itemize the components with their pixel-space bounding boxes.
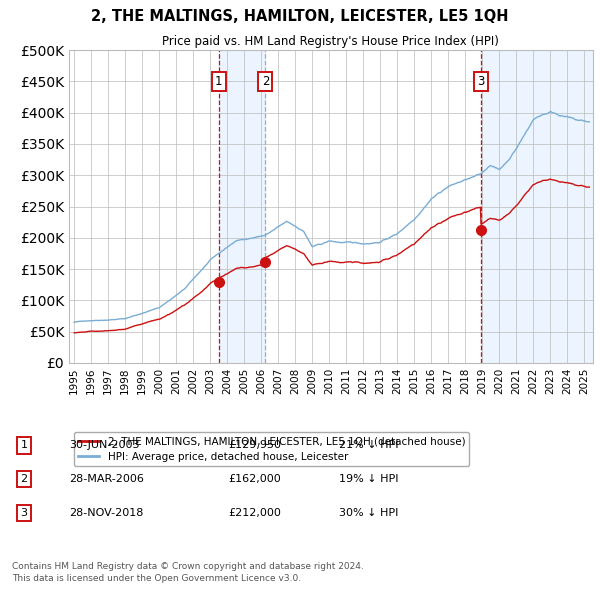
Text: 19% ↓ HPI: 19% ↓ HPI xyxy=(339,474,398,484)
Text: This data is licensed under the Open Government Licence v3.0.: This data is licensed under the Open Gov… xyxy=(12,574,301,583)
Text: 3: 3 xyxy=(477,75,485,88)
Text: 1: 1 xyxy=(215,75,223,88)
Text: 2: 2 xyxy=(20,474,28,484)
Text: £129,950: £129,950 xyxy=(228,441,281,450)
Legend: 2, THE MALTINGS, HAMILTON, LEICESTER, LE5 1QH (detached house), HPI: Average pri: 2, THE MALTINGS, HAMILTON, LEICESTER, LE… xyxy=(74,432,469,466)
Text: 2: 2 xyxy=(262,75,269,88)
Text: 3: 3 xyxy=(20,508,28,517)
Title: Price paid vs. HM Land Registry's House Price Index (HPI): Price paid vs. HM Land Registry's House … xyxy=(163,35,499,48)
Text: 30% ↓ HPI: 30% ↓ HPI xyxy=(339,508,398,517)
Text: 21% ↓ HPI: 21% ↓ HPI xyxy=(339,441,398,450)
Text: £162,000: £162,000 xyxy=(228,474,281,484)
Text: 2, THE MALTINGS, HAMILTON, LEICESTER, LE5 1QH: 2, THE MALTINGS, HAMILTON, LEICESTER, LE… xyxy=(91,9,509,24)
Text: 28-MAR-2006: 28-MAR-2006 xyxy=(69,474,144,484)
Bar xyxy=(218,50,265,363)
Text: £212,000: £212,000 xyxy=(228,508,281,517)
Text: Contains HM Land Registry data © Crown copyright and database right 2024.: Contains HM Land Registry data © Crown c… xyxy=(12,562,364,571)
Text: 30-JUN-2003: 30-JUN-2003 xyxy=(69,441,139,450)
Text: 28-NOV-2018: 28-NOV-2018 xyxy=(69,508,143,517)
Bar xyxy=(481,50,600,363)
Text: 1: 1 xyxy=(20,441,28,450)
